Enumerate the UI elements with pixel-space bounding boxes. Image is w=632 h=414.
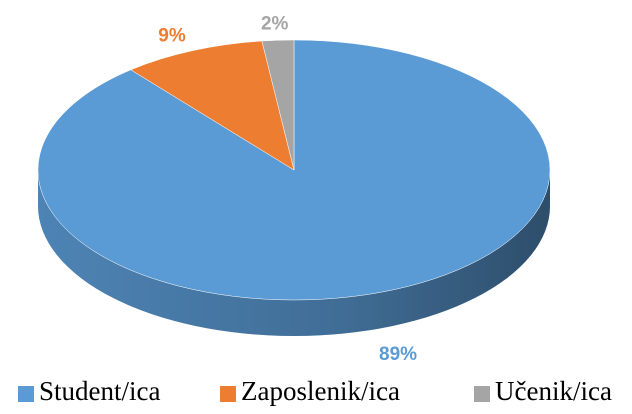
slice: [130, 40, 295, 171]
slice: [261, 39, 295, 171]
legend-label: Student/ica: [39, 376, 160, 406]
slice-side-shade: [38, 170, 550, 336]
data-label: 2%: [261, 14, 289, 35]
legend-swatch: [220, 386, 236, 402]
legend-swatch: [18, 386, 34, 402]
legend-label: Zaposlenik/ica: [241, 376, 400, 406]
data-label: 89%: [379, 344, 417, 365]
legend-swatch: [474, 386, 490, 402]
legend-label: Učenik/ica: [495, 376, 612, 406]
data-label: 9%: [158, 25, 186, 46]
